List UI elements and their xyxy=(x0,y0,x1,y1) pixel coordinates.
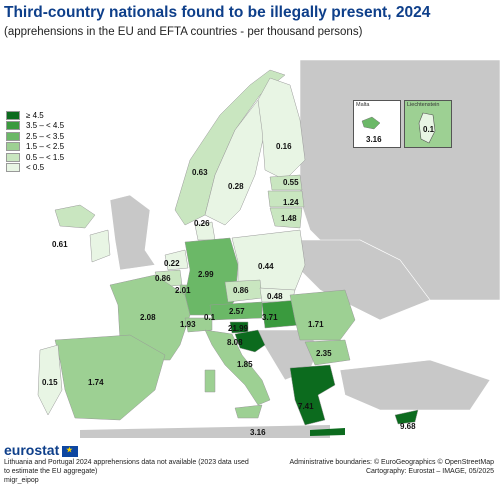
country-ireland xyxy=(89,229,111,263)
value-label-malta-main: 3.16 xyxy=(250,428,266,437)
value-label-lithuania: 1.48 xyxy=(281,214,297,223)
country-sicily xyxy=(234,404,263,419)
legend-swatch xyxy=(6,110,20,120)
inset-value: 0.1 xyxy=(423,125,435,134)
eu-flag-icon xyxy=(62,445,79,457)
note-line: Lithuania and Portugal 2024 apprehension… xyxy=(4,459,249,466)
value-label-sweden: 0.28 xyxy=(228,182,244,191)
inset-title: Liechtenstein xyxy=(407,102,440,108)
country-north-africa xyxy=(80,425,330,438)
country-crete xyxy=(310,428,345,436)
legend-swatch xyxy=(6,142,20,152)
legend-label: < 0.5 xyxy=(26,163,45,173)
legend-label: 2.5 – < 3.5 xyxy=(26,131,65,141)
value-label-germany: 2.99 xyxy=(198,270,214,279)
map-legend: ≥ 4.5 3.5 – < 4.5 2.5 – < 3.5 1.5 – < 2.… xyxy=(6,110,64,173)
credit-line: Cartography: Eurostat – IMAGE, 05/2025 xyxy=(365,468,494,475)
country-bulgaria xyxy=(304,339,351,366)
note-line: to estimate the EU aggregate) xyxy=(4,468,98,475)
country-portugal xyxy=(37,344,63,416)
legend-label: 1.5 – < 2.5 xyxy=(26,142,65,152)
liechtenstein-shape xyxy=(418,112,436,144)
legend-swatch xyxy=(6,121,20,131)
legend-item: 2.5 – < 3.5 xyxy=(6,131,64,142)
legend-item: 0.5 – < 1.5 xyxy=(6,152,64,163)
footnote: Lithuania and Portugal 2024 apprehension… xyxy=(4,458,254,485)
malta-shape xyxy=(361,116,381,130)
value-label-austria: 2.57 xyxy=(229,307,245,316)
country-croatia xyxy=(234,329,266,353)
value-label-norway: 0.63 xyxy=(192,168,208,177)
legend-label: 3.5 – < 4.5 xyxy=(26,121,65,131)
legend-item: ≥ 4.5 xyxy=(6,110,64,121)
country-cyprus xyxy=(394,409,419,425)
value-label-luxembourg: 2.01 xyxy=(175,286,191,295)
inset-value: 3.16 xyxy=(366,135,382,144)
value-label-greece: 7.41 xyxy=(298,402,314,411)
country-iceland xyxy=(54,204,96,229)
value-label-poland: 0.44 xyxy=(258,262,274,271)
value-label-estonia: 0.55 xyxy=(283,178,299,187)
value-label-belgium: 0.86 xyxy=(155,274,171,283)
legend-item: 1.5 – < 2.5 xyxy=(6,142,64,153)
legend-label: 0.5 – < 1.5 xyxy=(26,152,65,162)
value-label-italy: 1.85 xyxy=(237,360,253,369)
value-label-switzerland: 1.93 xyxy=(180,320,196,329)
credit-line: Administrative boundaries: © EuroGeograp… xyxy=(289,459,494,466)
country-uk xyxy=(109,194,156,271)
inset-liechtenstein: Liechtenstein 0.1 xyxy=(404,100,452,148)
country-romania xyxy=(289,289,356,341)
country-lithuania xyxy=(269,207,303,229)
value-label-romania: 1.71 xyxy=(308,320,324,329)
inset-malta: Malta 3.16 xyxy=(353,100,401,148)
legend-swatch xyxy=(6,163,20,173)
value-label-spain: 1.74 xyxy=(88,378,104,387)
value-label-finland: 0.16 xyxy=(276,142,292,151)
credits: Administrative boundaries: © EuroGeograp… xyxy=(290,458,494,476)
legend-swatch xyxy=(6,131,20,141)
eurostat-logo: eurostat xyxy=(4,442,79,458)
map-title: Third-country nationals found to be ille… xyxy=(4,4,431,21)
value-label-latvia: 1.24 xyxy=(283,198,299,207)
value-label-croatia: 8.08 xyxy=(227,338,243,347)
value-label-france: 2.08 xyxy=(140,313,156,322)
country-belarus-ukraine xyxy=(299,239,431,321)
value-label-hungary: 3.71 xyxy=(262,313,278,322)
country-italy xyxy=(204,329,271,406)
legend-swatch xyxy=(6,152,20,162)
legend-label: ≥ 4.5 xyxy=(26,110,44,120)
value-label-czechia: 0.86 xyxy=(233,286,249,295)
value-label-liechtenstein-main: 0.1 xyxy=(204,313,216,322)
value-label-netherlands: 0.22 xyxy=(164,259,180,268)
country-austria xyxy=(209,301,263,321)
country-finland xyxy=(257,77,306,181)
legend-item: 3.5 – < 4.5 xyxy=(6,121,64,132)
logo-text: eurostat xyxy=(4,442,60,458)
value-label-iceland: 0.61 xyxy=(52,240,68,249)
country-greece xyxy=(289,364,336,426)
country-sardinia xyxy=(204,369,216,393)
country-netherlands xyxy=(164,249,189,271)
country-estonia xyxy=(269,174,303,191)
map-subtitle: (apprehensions in the EU and EFTA countr… xyxy=(4,26,363,38)
value-label-bulgaria: 2.35 xyxy=(316,349,332,358)
country-spain xyxy=(54,334,166,421)
value-label-denmark: 0.26 xyxy=(194,219,210,228)
legend-item: < 0.5 xyxy=(6,163,64,174)
value-label-slovenia: 21.99 xyxy=(228,324,249,333)
value-label-slovakia: 0.48 xyxy=(267,292,283,301)
value-label-cyprus: 9.68 xyxy=(400,422,416,431)
dataset-code: migr_eipop xyxy=(4,477,39,484)
inset-title: Malta xyxy=(356,102,370,108)
country-latvia xyxy=(267,190,305,208)
value-label-portugal: 0.15 xyxy=(42,378,58,387)
country-switzerland xyxy=(184,317,213,333)
country-turkey xyxy=(339,359,491,411)
